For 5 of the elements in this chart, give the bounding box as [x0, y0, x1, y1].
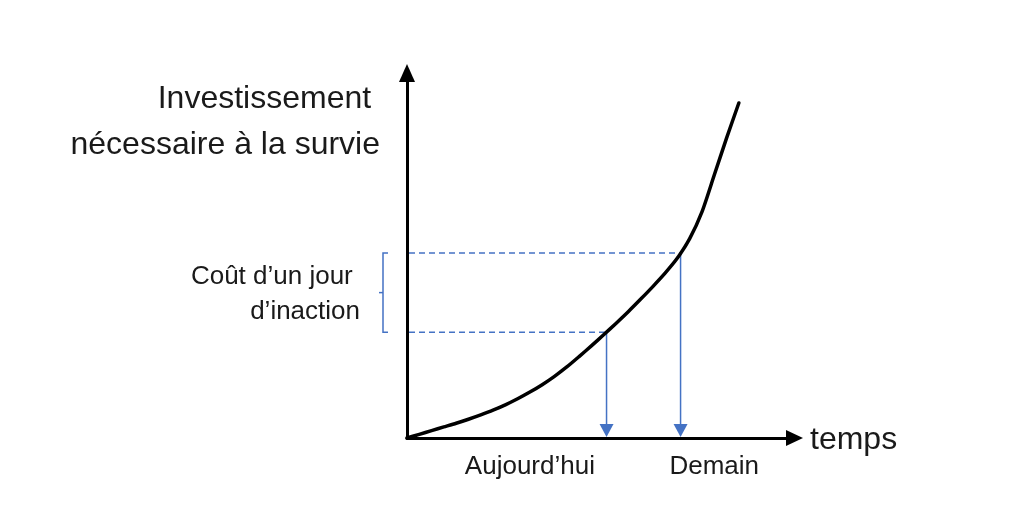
x-axis-title: temps [810, 420, 898, 456]
x-tick-label: Aujourd’hui [464, 450, 595, 480]
x-tick-label: Demain [669, 450, 760, 480]
y-axis-title: Investissement nécessaire à la survie [70, 79, 380, 161]
text: Coût d’un jour d’inaction [190, 260, 360, 326]
